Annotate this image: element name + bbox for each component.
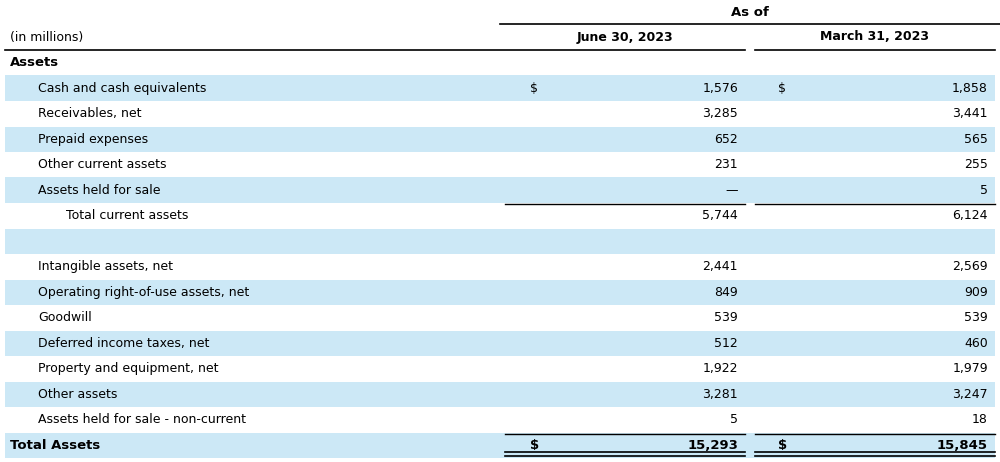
Text: 1,979: 1,979 xyxy=(952,362,988,375)
Text: 3,285: 3,285 xyxy=(702,107,738,120)
Bar xyxy=(5,330,995,356)
Text: 539: 539 xyxy=(964,311,988,324)
Text: $: $ xyxy=(530,82,538,95)
Text: —: — xyxy=(726,184,738,197)
Text: 5: 5 xyxy=(730,413,738,426)
Text: $: $ xyxy=(530,439,539,452)
Text: 5: 5 xyxy=(980,184,988,197)
Text: 460: 460 xyxy=(964,337,988,350)
Text: 1,576: 1,576 xyxy=(702,82,738,95)
Text: Assets held for sale: Assets held for sale xyxy=(38,184,160,197)
Text: 909: 909 xyxy=(964,286,988,299)
Bar xyxy=(5,280,995,305)
Bar xyxy=(5,229,995,254)
Text: Intangible assets, net: Intangible assets, net xyxy=(38,260,173,273)
Bar xyxy=(5,127,995,152)
Bar xyxy=(5,101,995,127)
Text: Prepaid expenses: Prepaid expenses xyxy=(38,133,148,146)
Text: 512: 512 xyxy=(714,337,738,350)
Text: June 30, 2023: June 30, 2023 xyxy=(577,30,673,43)
Text: Other current assets: Other current assets xyxy=(38,158,166,171)
Text: Property and equipment, net: Property and equipment, net xyxy=(38,362,218,375)
Text: Receivables, net: Receivables, net xyxy=(38,107,142,120)
Bar xyxy=(5,152,995,177)
Text: 849: 849 xyxy=(714,286,738,299)
Text: Cash and cash equivalents: Cash and cash equivalents xyxy=(38,82,206,95)
Text: 18: 18 xyxy=(972,413,988,426)
Bar xyxy=(5,305,995,330)
Text: As of: As of xyxy=(731,6,769,18)
Text: Total Assets: Total Assets xyxy=(10,439,100,452)
Text: 539: 539 xyxy=(714,311,738,324)
Text: Goodwill: Goodwill xyxy=(38,311,92,324)
Text: 1,858: 1,858 xyxy=(952,82,988,95)
Text: 1,922: 1,922 xyxy=(702,362,738,375)
Bar xyxy=(5,75,995,101)
Text: 5,744: 5,744 xyxy=(702,209,738,222)
Bar xyxy=(5,177,995,203)
Bar xyxy=(5,50,995,75)
Text: 231: 231 xyxy=(714,158,738,171)
Text: 652: 652 xyxy=(714,133,738,146)
Bar xyxy=(5,356,995,382)
Text: Deferred income taxes, net: Deferred income taxes, net xyxy=(38,337,209,350)
Bar xyxy=(5,382,995,407)
Text: Total current assets: Total current assets xyxy=(66,209,188,222)
Text: 255: 255 xyxy=(964,158,988,171)
Text: Assets: Assets xyxy=(10,56,59,69)
Text: Other assets: Other assets xyxy=(38,388,117,401)
Text: 15,293: 15,293 xyxy=(687,439,738,452)
Text: 15,845: 15,845 xyxy=(937,439,988,452)
Text: Assets held for sale - non-current: Assets held for sale - non-current xyxy=(38,413,246,426)
Text: $: $ xyxy=(778,82,786,95)
Text: $: $ xyxy=(778,439,787,452)
Text: 3,247: 3,247 xyxy=(952,388,988,401)
Bar xyxy=(5,432,995,458)
Text: 3,441: 3,441 xyxy=(953,107,988,120)
Text: (in millions): (in millions) xyxy=(10,30,83,43)
Text: 2,441: 2,441 xyxy=(702,260,738,273)
Bar xyxy=(5,254,995,280)
Text: 565: 565 xyxy=(964,133,988,146)
Text: Operating right-of-use assets, net: Operating right-of-use assets, net xyxy=(38,286,249,299)
Text: 6,124: 6,124 xyxy=(953,209,988,222)
Text: March 31, 2023: March 31, 2023 xyxy=(820,30,930,43)
Text: 3,281: 3,281 xyxy=(702,388,738,401)
Bar xyxy=(5,203,995,229)
Bar xyxy=(5,407,995,432)
Text: 2,569: 2,569 xyxy=(952,260,988,273)
